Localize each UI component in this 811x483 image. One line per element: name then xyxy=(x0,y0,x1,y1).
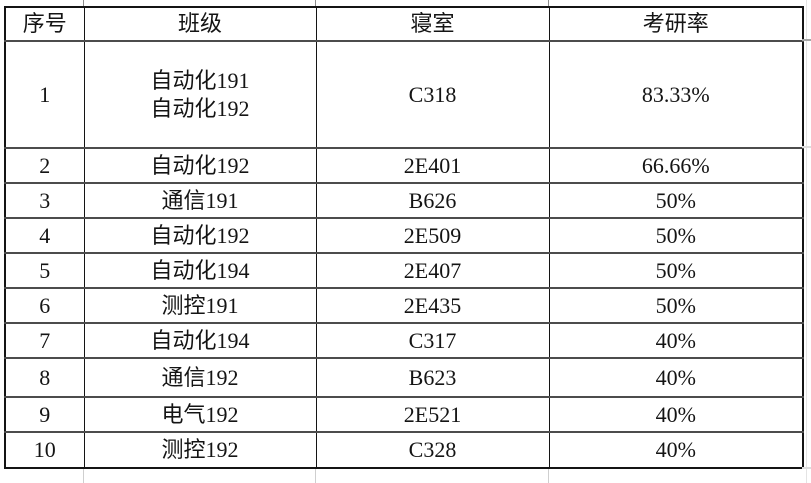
table-row: 2 自动化192 2E401 66.66% xyxy=(4,147,803,183)
header-class: 班级 xyxy=(83,6,316,41)
header-dorm: 寝室 xyxy=(315,6,549,41)
dorm-cell: C318 xyxy=(315,40,549,148)
class-cell: 通信191 xyxy=(83,182,316,218)
table-row: 1 自动化191 自动化192 C318 83.33% xyxy=(4,40,803,148)
class-cell: 自动化194 xyxy=(83,322,316,358)
table-row: 9 电气192 2E521 40% xyxy=(4,396,803,432)
dorm-cell: B623 xyxy=(315,357,549,397)
rate-cell: 83.33% xyxy=(548,40,803,148)
dorm-cell: 2E509 xyxy=(315,217,549,253)
dorm-cell: C328 xyxy=(315,431,549,468)
class-cell: 测控192 xyxy=(83,431,316,468)
serial-cell: 6 xyxy=(4,287,84,323)
rate-cell: 50% xyxy=(548,217,803,253)
rate-cell: 40% xyxy=(548,431,803,468)
table-row: 10 测控192 C328 40% xyxy=(4,431,803,468)
rate-cell: 66.66% xyxy=(548,147,803,183)
class-cell: 自动化192 xyxy=(83,147,316,183)
class-cell: 自动化192 xyxy=(83,217,316,253)
serial-cell: 4 xyxy=(4,217,84,253)
serial-cell: 2 xyxy=(4,147,84,183)
dorm-cell: 2E435 xyxy=(315,287,549,323)
dorm-cell: 2E521 xyxy=(315,396,549,432)
gridline-right-column xyxy=(806,0,807,483)
serial-cell: 9 xyxy=(4,396,84,432)
gridline-stub-bottom-2 xyxy=(315,469,316,483)
table-row: 8 通信192 B623 40% xyxy=(4,357,803,397)
class-cell: 自动化191 自动化192 xyxy=(83,40,316,148)
class-cell: 自动化194 xyxy=(83,252,316,288)
rate-cell: 40% xyxy=(548,322,803,358)
dorm-cell: 2E407 xyxy=(315,252,549,288)
rate-cell: 50% xyxy=(548,252,803,288)
serial-cell: 5 xyxy=(4,252,84,288)
header-serial: 序号 xyxy=(4,6,84,41)
table-row: 4 自动化192 2E509 50% xyxy=(4,217,803,253)
dorm-cell: B626 xyxy=(315,182,549,218)
serial-cell: 10 xyxy=(4,431,84,468)
table-row: 5 自动化194 2E407 50% xyxy=(4,252,803,288)
serial-cell: 7 xyxy=(4,322,84,358)
header-rate: 考研率 xyxy=(548,6,803,41)
table-header-row: 序号 班级 寝室 考研率 xyxy=(4,6,803,41)
table-row: 6 测控191 2E435 50% xyxy=(4,287,803,323)
class-cell: 电气192 xyxy=(83,396,316,432)
class-cell: 测控191 xyxy=(83,287,316,323)
serial-cell: 8 xyxy=(4,357,84,397)
rate-cell: 40% xyxy=(548,357,803,397)
gridline-stub-bottom-3 xyxy=(548,469,549,483)
dorm-cell: 2E401 xyxy=(315,147,549,183)
kaoyan-rate-table: 序号 班级 寝室 考研率 1 自动化191 自动化192 C318 83.33%… xyxy=(4,6,804,469)
rate-cell: 50% xyxy=(548,182,803,218)
rate-cell: 40% xyxy=(548,396,803,432)
serial-cell: 1 xyxy=(4,40,84,148)
rate-cell: 50% xyxy=(548,287,803,323)
gridline-stub-bottom-1 xyxy=(83,469,84,483)
table-row: 7 自动化194 C317 40% xyxy=(4,322,803,358)
serial-cell: 3 xyxy=(4,182,84,218)
table-row: 3 通信191 B626 50% xyxy=(4,182,803,218)
dorm-cell: C317 xyxy=(315,322,549,358)
class-cell: 通信192 xyxy=(83,357,316,397)
